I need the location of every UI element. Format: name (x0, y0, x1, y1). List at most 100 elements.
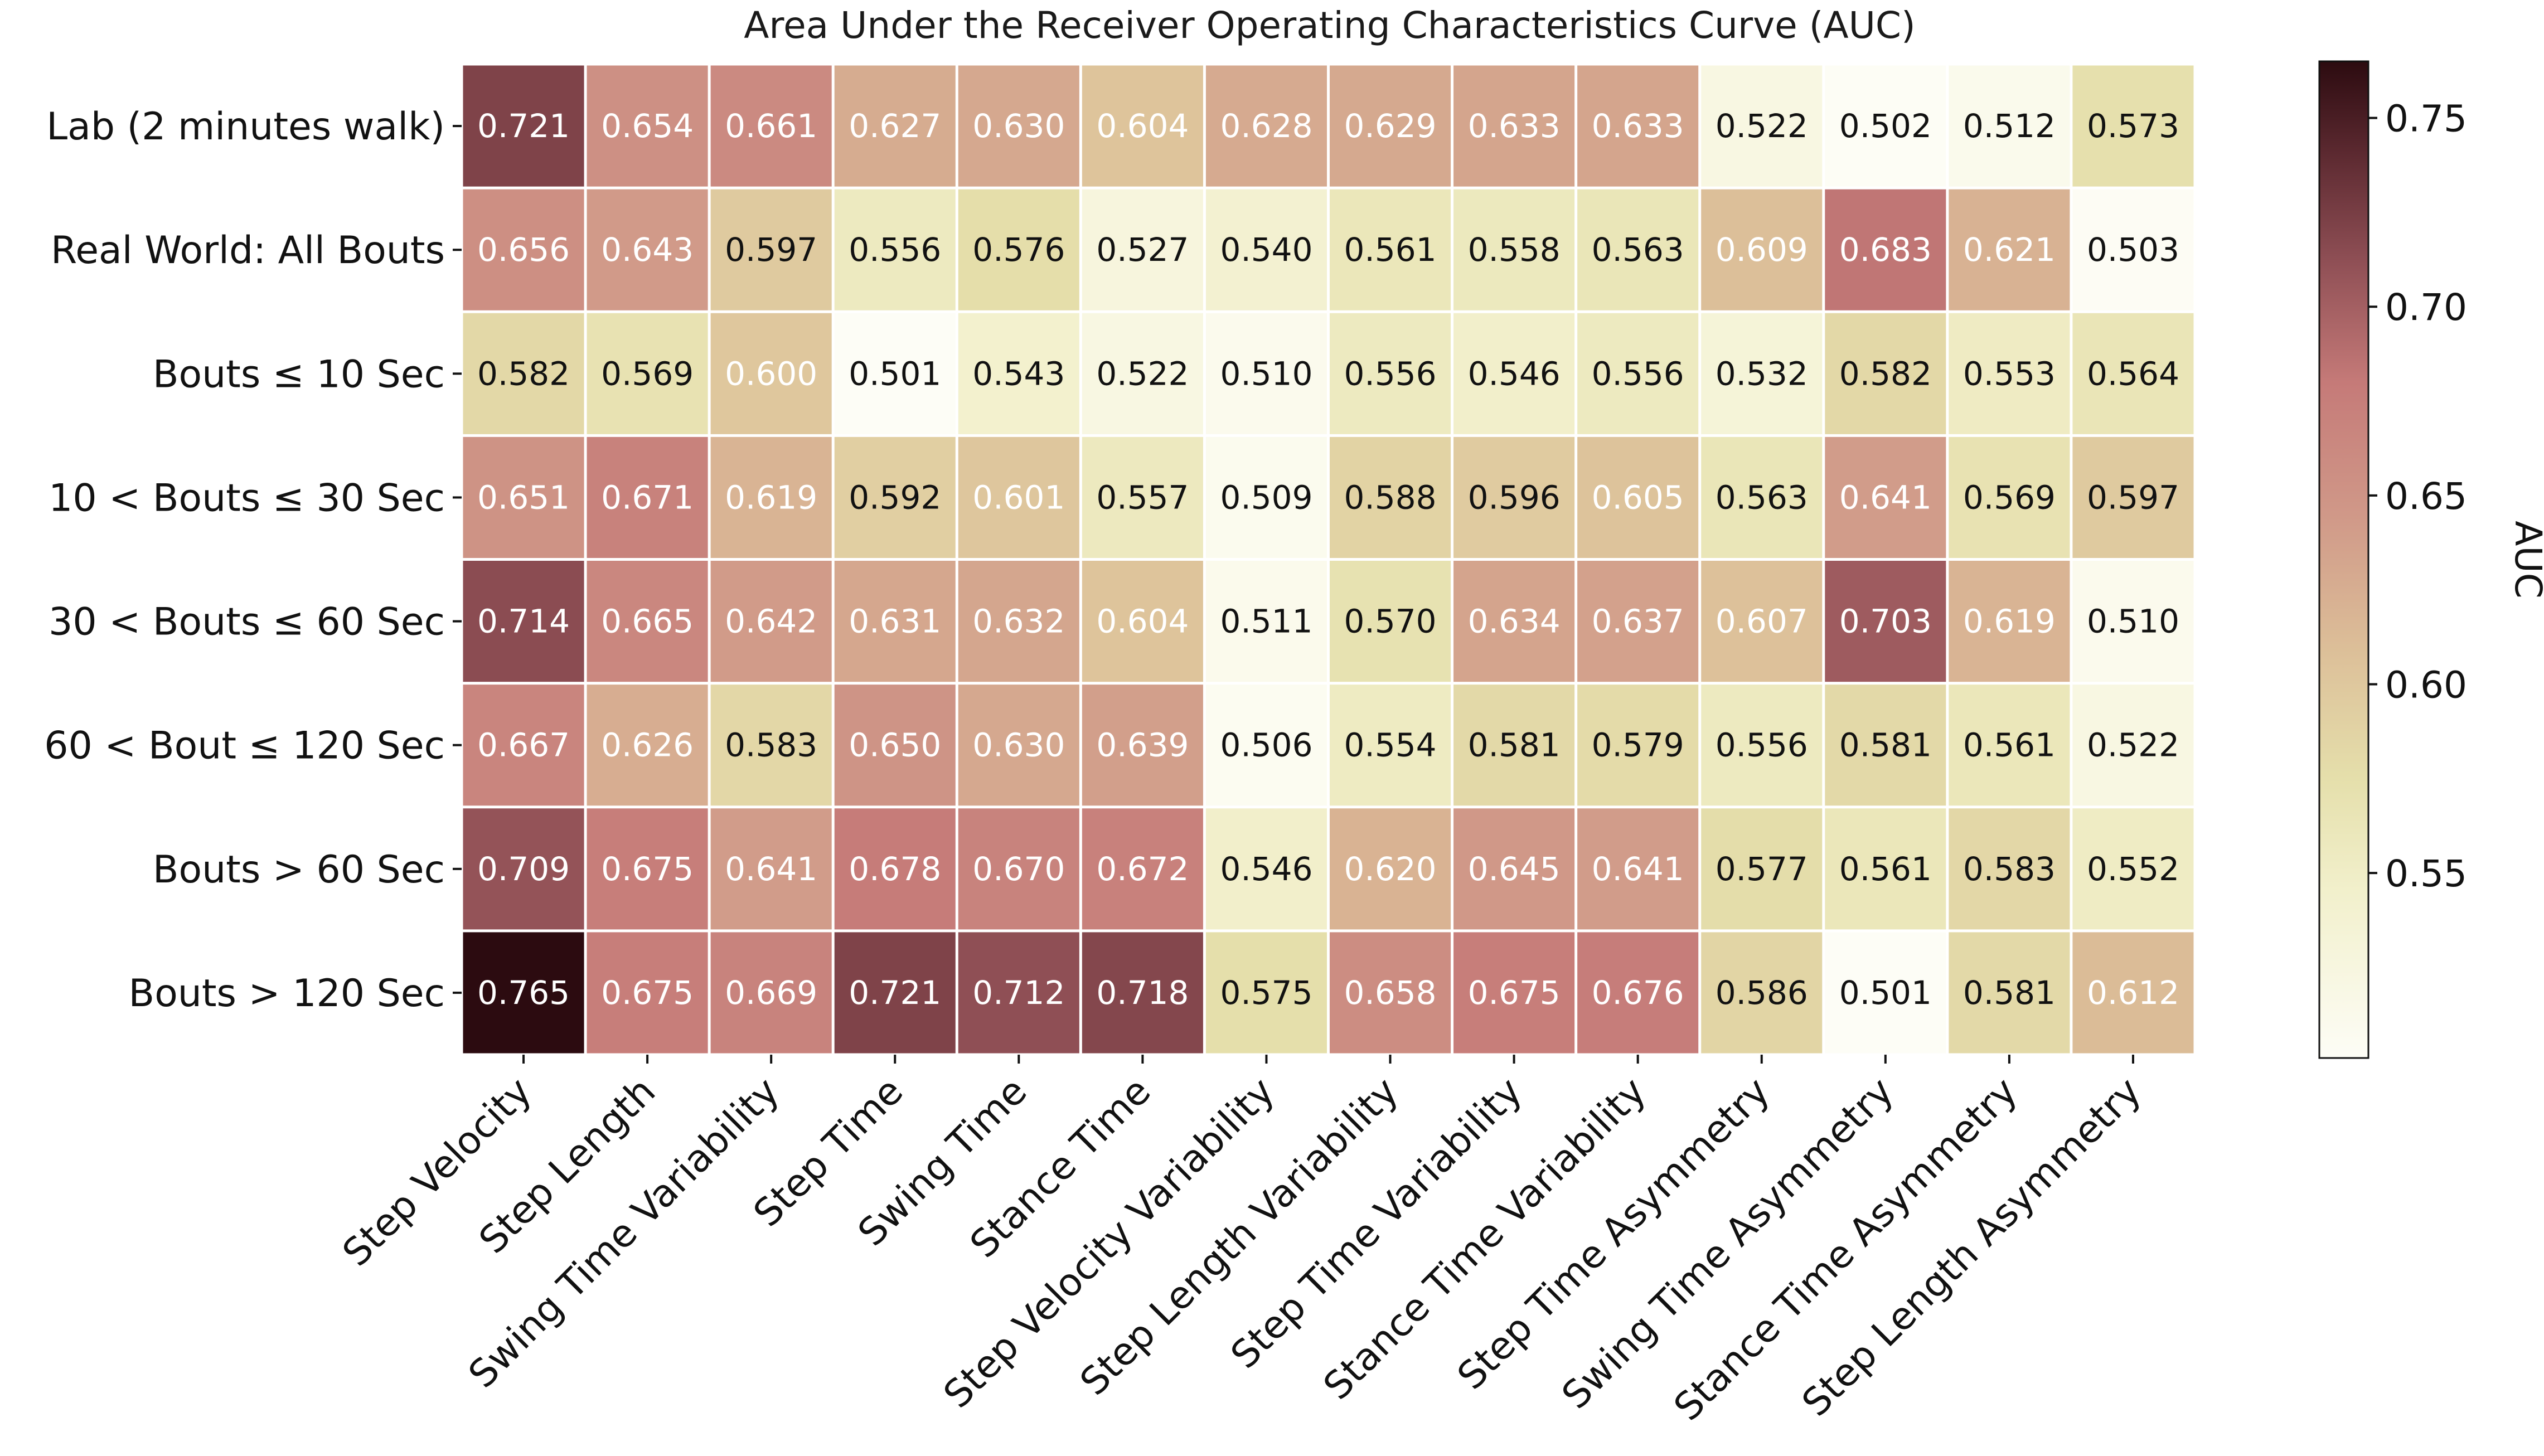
heatmap-cell (2072, 436, 2194, 558)
heatmap-cell (1701, 932, 1823, 1054)
heatmap-cell (958, 561, 1079, 682)
cell-value-label: 0.645 (1468, 850, 1561, 888)
cell-value-label: 0.651 (477, 478, 570, 516)
heatmap-cell (1453, 561, 1575, 682)
heatmap-cell (587, 313, 708, 434)
cell-value-label: 0.501 (849, 355, 941, 392)
cell-value-label: 0.556 (1592, 355, 1684, 392)
cell-value-label: 0.511 (1220, 603, 1312, 640)
cell-value-label: 0.672 (1096, 850, 1189, 888)
cell-value-label: 0.633 (1592, 107, 1684, 145)
heatmap-cell (1701, 65, 1823, 187)
heatmap-cell (1330, 932, 1451, 1054)
heatmap-cell (463, 313, 584, 434)
heatmap-cell (834, 808, 956, 930)
heatmap-cell (1082, 685, 1203, 806)
heatmap-cell (1949, 685, 2070, 806)
heatmap-cell (2072, 313, 2194, 434)
heatmap-cell (1825, 436, 1946, 558)
cell-value-label: 0.570 (1344, 603, 1437, 640)
heatmap-cell (834, 932, 956, 1054)
cell-value-label: 0.721 (477, 107, 570, 145)
cell-value-label: 0.650 (849, 726, 941, 764)
cell-value-label: 0.609 (1716, 231, 1808, 269)
heatmap-cell (1577, 561, 1699, 682)
cell-value-label: 0.678 (849, 850, 941, 888)
cell-value-label: 0.620 (1344, 850, 1437, 888)
heatmap-cell (587, 436, 708, 558)
heatmap-cell (1330, 189, 1451, 310)
cell-value-label: 0.670 (972, 850, 1065, 888)
cell-value-label: 0.633 (1468, 107, 1561, 145)
cell-value-label: 0.629 (1344, 107, 1437, 145)
heatmap-cell (1205, 561, 1327, 682)
heatmap-cell (958, 65, 1079, 187)
heatmap-cell (1825, 932, 1946, 1054)
heatmap-cell (834, 189, 956, 310)
cell-value-label: 0.546 (1220, 850, 1312, 888)
heatmap-cell (1825, 65, 1946, 187)
heatmap-cell (1701, 313, 1823, 434)
cell-value-label: 0.582 (477, 355, 570, 392)
cell-value-label: 0.510 (1220, 355, 1312, 392)
heatmap-cell (1577, 932, 1699, 1054)
row-label: 10 < Bouts ≤ 30 Sec (49, 476, 445, 520)
heatmap-cell (463, 561, 584, 682)
cell-value-label: 0.583 (725, 726, 817, 764)
cell-value-label: 0.522 (1716, 107, 1808, 145)
cell-value-label: 0.630 (972, 726, 1065, 764)
heatmap-cell (587, 65, 708, 187)
heatmap-cell (2072, 685, 2194, 806)
heatmap-cell (1330, 685, 1451, 806)
cell-value-label: 0.676 (1592, 974, 1684, 1012)
cell-value-label: 0.553 (1963, 355, 2056, 392)
cell-value-label: 0.683 (1839, 231, 1932, 269)
heatmap-cell (463, 65, 584, 187)
heatmap-cell (1330, 65, 1451, 187)
heatmap-cell (1825, 808, 1946, 930)
heatmap-cell (1825, 189, 1946, 310)
cell-value-label: 0.561 (1963, 726, 2056, 764)
cell-value-label: 0.630 (972, 107, 1065, 145)
cell-value-label: 0.540 (1220, 231, 1312, 269)
heatmap-cell (1205, 313, 1327, 434)
cell-value-label: 0.637 (1592, 603, 1684, 640)
heatmap-cell (1082, 932, 1203, 1054)
heatmap-cell (1577, 65, 1699, 187)
heatmap-cell (958, 189, 1079, 310)
colorbar: 0.55 0.60 0.65 0.70 0.75 AUC (2318, 60, 2544, 1059)
heatmap-cell (1453, 932, 1575, 1054)
heatmap-cell (2072, 932, 2194, 1054)
row-label: Lab (2 minutes walk) (46, 105, 445, 149)
heatmap-cell (1949, 189, 2070, 310)
heatmap-grid: 0.721 0.654 0.661 0.627 0.630 0.604 0.628 0.629… (463, 65, 2194, 1054)
heatmap-cell (1330, 436, 1451, 558)
heatmap-cell (1825, 313, 1946, 434)
heatmap-cell (1949, 313, 2070, 434)
cell-value-label: 0.632 (972, 603, 1065, 640)
cell-value-label: 0.506 (1220, 726, 1312, 764)
heatmap-cell (587, 932, 708, 1054)
heatmap-cell (1577, 685, 1699, 806)
row-labels: Lab (2 minutes walk) Real World: All Bout… (44, 105, 462, 1016)
heatmap-cell (2072, 561, 2194, 682)
heatmap-cell (1082, 65, 1203, 187)
cell-value-label: 0.643 (601, 231, 694, 269)
cell-value-label: 0.596 (1468, 478, 1561, 516)
cell-value-label: 0.604 (1096, 603, 1189, 640)
heatmap-cell (1949, 561, 2070, 682)
heatmap-cell (1205, 65, 1327, 187)
cell-value-label: 0.556 (1344, 355, 1437, 392)
cell-value-label: 0.654 (601, 107, 694, 145)
cell-value-label: 0.564 (2087, 355, 2179, 392)
cell-value-label: 0.639 (1096, 726, 1189, 764)
heatmap-cell (958, 313, 1079, 434)
colorbar-gradient (2318, 60, 2369, 1059)
heatmap-cell (834, 685, 956, 806)
heatmap-cell (710, 65, 832, 187)
heatmap-cell (1330, 561, 1451, 682)
cell-value-label: 0.576 (972, 231, 1065, 269)
cell-value-label: 0.509 (1220, 478, 1312, 516)
cell-value-label: 0.579 (1592, 726, 1684, 764)
